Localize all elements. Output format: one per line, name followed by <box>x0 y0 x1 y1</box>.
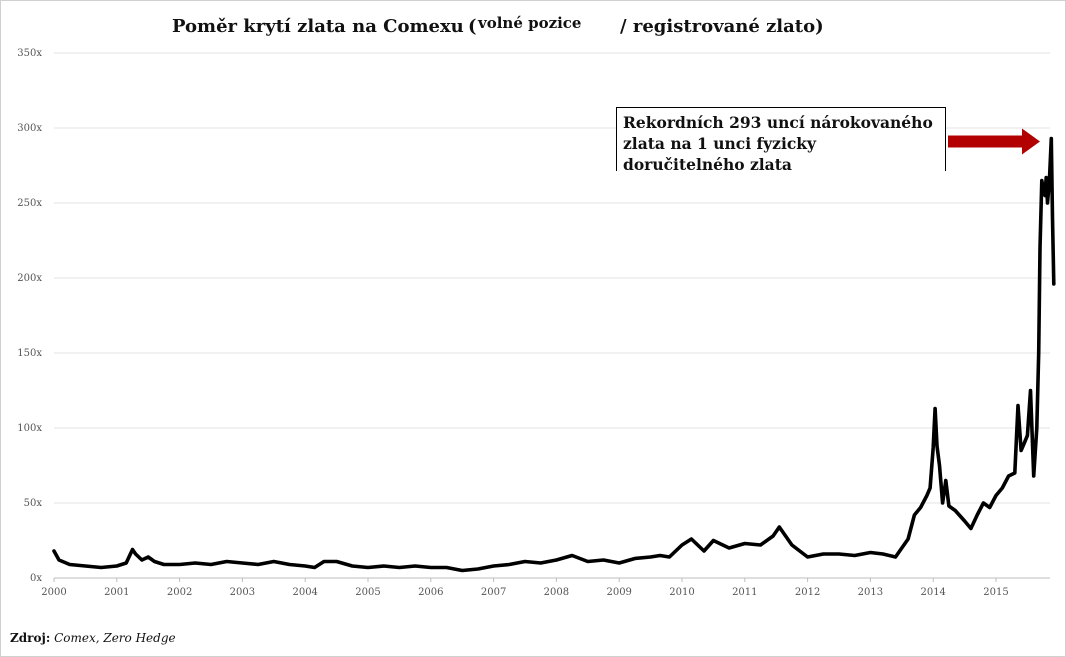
x-tick-label: 2015 <box>983 587 1008 598</box>
y-tick-label: 100x <box>17 423 42 434</box>
y-tick-label: 50x <box>24 498 43 509</box>
x-tick-label: 2002 <box>167 587 192 598</box>
gridlines <box>54 52 1050 579</box>
chart-title: Poměr krytí zlata na Comexu <box>172 16 464 37</box>
chart-title-registered-gold: / registrované zlato) <box>620 16 824 37</box>
x-tick-label: 2005 <box>355 587 380 598</box>
source-note: Zdroj: Comex, Zero Hedge <box>10 631 176 645</box>
x-tick-label: 2006 <box>418 587 443 598</box>
y-tick-label: 300x <box>17 123 42 134</box>
chart-title-open-paren: ( <box>468 16 477 37</box>
x-tick-label: 2003 <box>230 587 255 598</box>
x-tick-label: 2004 <box>292 587 317 598</box>
y-tick-label: 350x <box>17 48 42 59</box>
x-tick-label: 2012 <box>795 587 820 598</box>
y-tick-label: 0x <box>30 573 42 584</box>
source-label: Zdroj: <box>10 631 51 645</box>
chart-title-open-interest: volné pozice <box>478 14 582 32</box>
x-tick-label: 2009 <box>606 587 631 598</box>
y-tick-label: 250x <box>17 198 42 209</box>
record-annotation: Rekordních 293 uncí nárokovaného zlata n… <box>616 107 946 174</box>
x-tick-label: 2014 <box>920 587 945 598</box>
x-tick-label: 2007 <box>481 587 506 598</box>
x-tick-label: 2001 <box>104 587 129 598</box>
coverage-ratio-line <box>52 136 1056 573</box>
x-tick-label: 2000 <box>41 587 66 598</box>
x-tick-label: 2011 <box>732 587 757 598</box>
y-axis-ticks: 0x 50x 100x 150x 200x 250x 300x 350x <box>17 48 42 584</box>
y-tick-label: 150x <box>17 348 42 359</box>
x-tick-label: 2008 <box>544 587 569 598</box>
x-tick-label: 2010 <box>669 587 694 598</box>
x-axis-ticks: 2000 2001 2002 2003 2004 2005 2006 2007 2008 2009… <box>41 578 1009 598</box>
y-tick-label: 200x <box>17 273 42 284</box>
record-arrow-icon <box>948 128 1040 155</box>
source-value: Comex, Zero Hedge <box>54 631 176 645</box>
x-tick-label: 2013 <box>858 587 883 598</box>
